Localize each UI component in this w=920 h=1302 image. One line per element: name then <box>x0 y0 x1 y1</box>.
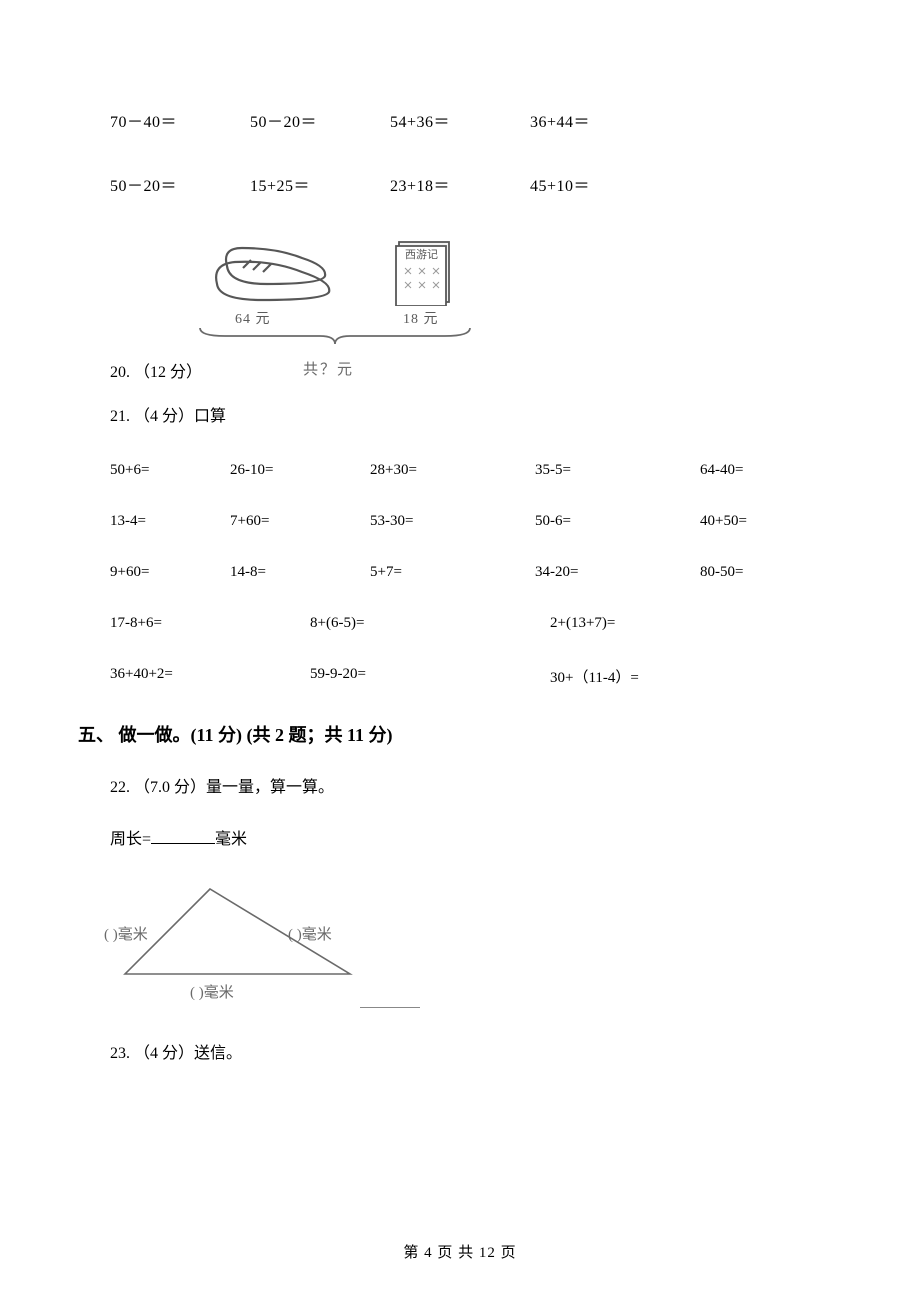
q21-label: 21. （4 分）口算 <box>110 402 820 426</box>
section-5-content: 22. （7.0 分）量一量，算一算。 周长= 毫米 ( )毫米 ( )毫米 ( … <box>110 773 820 1063</box>
eq-cell: 50－20＝ <box>110 172 250 196</box>
calc-cell: 35-5= <box>535 462 700 479</box>
calc-cell: 59-9-20= <box>310 666 550 687</box>
calc-cell: 7+60= <box>230 513 370 530</box>
calc-cell: 26-10= <box>230 462 370 479</box>
calc-row: 17-8+6= 8+(6-5)= 2+(13+7)= <box>110 615 820 632</box>
equation-row-2: 50－20＝ 15+25＝ 23+18＝ 45+10＝ <box>110 172 820 196</box>
eq-cell: 23+18＝ <box>390 172 530 196</box>
calc-cell: 40+50= <box>700 513 810 530</box>
calc-rows-3col: 17-8+6= 8+(6-5)= 2+(13+7)= 36+40+2= 59-9… <box>110 615 820 687</box>
calc-rows-5col: 50+6= 26-10= 28+30= 35-5= 64-40= 13-4= 7… <box>110 462 820 581</box>
calc-cell: 50-6= <box>535 513 700 530</box>
q20-area: 20. （12 分） 64 元 <box>110 236 820 384</box>
calc-row: 9+60= 14-8= 5+7= 34-20= 80-50= <box>110 564 820 581</box>
eq-cell: 54+36＝ <box>390 108 530 132</box>
book-price: 18 元 <box>403 308 439 328</box>
calc-cell: 34-20= <box>535 564 700 581</box>
book-icon: 西游记 <box>395 240 453 306</box>
section-5-heading: 五、 做一做。(11 分) (共 2 题；共 11 分) <box>78 721 920 747</box>
q22-label: 22. （7.0 分）量一量，算一算。 <box>110 773 820 797</box>
calc-cell: 2+(13+7)= <box>550 615 770 632</box>
page-footer: 第 4 页 共 12 页 <box>0 1241 920 1262</box>
calc-cell: 53-30= <box>370 513 535 530</box>
side-left-label: ( )毫米 <box>104 923 148 944</box>
triangle-icon <box>110 879 390 1019</box>
calc-cell: 14-8= <box>230 564 370 581</box>
content-area: 70－40＝ 50－20＝ 54+36＝ 36+44＝ 50－20＝ 15+25… <box>110 108 820 687</box>
eq-cell: 15+25＝ <box>250 172 390 196</box>
calc-cell: 50+6= <box>110 462 230 479</box>
eq-cell: 50－20＝ <box>250 108 390 132</box>
calc-cell: 80-50= <box>700 564 810 581</box>
fill-prefix: 周长= <box>110 831 151 848</box>
book-title-text: 西游记 <box>405 248 438 261</box>
side-right-label: ( )毫米 <box>288 923 332 944</box>
calc-cell: 9+60= <box>110 564 230 581</box>
fill-suffix: 毫米 <box>215 831 247 848</box>
calc-row: 13-4= 7+60= 53-30= 50-6= 40+50= <box>110 513 820 530</box>
calc-cell: 13-4= <box>110 513 230 530</box>
brace-icon <box>195 326 475 344</box>
calc-cell: 28+30= <box>370 462 535 479</box>
dash-underline <box>360 1007 420 1008</box>
calc-cell: 8+(6-5)= <box>310 615 550 632</box>
q22-fill-line: 周长= 毫米 <box>110 825 820 849</box>
brace-text: 共？元 <box>303 358 354 379</box>
calc-cell: 30+（11-4）= <box>550 666 770 687</box>
q23-label: 23. （4 分）送信。 <box>110 1039 820 1063</box>
eq-cell: 45+10＝ <box>530 172 670 196</box>
triangle-figure: ( )毫米 ( )毫米 ( )毫米 <box>110 879 390 1019</box>
calc-cell: 17-8+6= <box>110 615 310 632</box>
shoes-icon <box>207 236 337 306</box>
eq-cell: 36+44＝ <box>530 108 670 132</box>
calc-row: 36+40+2= 59-9-20= 30+（11-4）= <box>110 666 820 687</box>
shoes-price: 64 元 <box>235 308 271 328</box>
page: 70－40＝ 50－20＝ 54+36＝ 36+44＝ 50－20＝ 15+25… <box>0 0 920 1302</box>
equation-row-1: 70－40＝ 50－20＝ 54+36＝ 36+44＝ <box>110 108 820 132</box>
calc-row: 50+6= 26-10= 28+30= 35-5= 64-40= <box>110 462 820 479</box>
q20-figure: 64 元 西游记 <box>185 236 485 384</box>
eq-cell: 70－40＝ <box>110 108 250 132</box>
side-bottom-label: ( )毫米 <box>190 981 234 1002</box>
calc-cell: 64-40= <box>700 462 810 479</box>
calc-cell: 5+7= <box>370 564 535 581</box>
fill-blank <box>151 829 215 844</box>
calc-cell: 36+40+2= <box>110 666 310 687</box>
